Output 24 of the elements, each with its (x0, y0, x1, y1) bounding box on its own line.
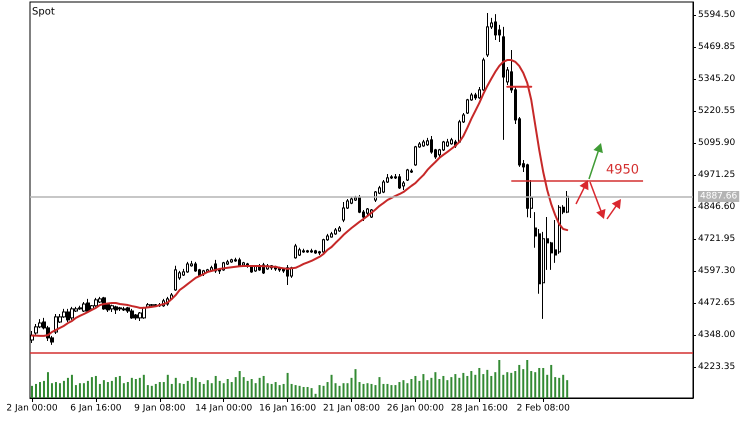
x-tick-label: 9 Jan 08:00 (134, 404, 186, 414)
ref-line-label: 4887.66 (700, 191, 738, 202)
y-tick-label: 4597.30 (698, 266, 736, 276)
y-tick-label: 4472.65 (698, 298, 736, 308)
y-tick-label: 5095.90 (698, 138, 736, 148)
x-tick-label: 26 Jan 00:00 (386, 404, 444, 414)
y-tick-label: 4971.25 (698, 170, 736, 180)
y-tick-label: 4348.00 (698, 330, 736, 340)
chart-title: Spot (32, 6, 55, 18)
x-tick-label: 2 Jan 00:00 (6, 404, 58, 414)
y-tick-label: 4223.35 (698, 362, 736, 372)
x-tick-label: 6 Jan 16:00 (70, 404, 122, 414)
x-tick-label: 28 Jan 16:00 (450, 404, 508, 414)
x-tick-label: 16 Jan 16:00 (259, 404, 316, 414)
ref-line-label: 4950 (606, 162, 640, 178)
y-tick-label: 5594.50 (698, 10, 736, 20)
x-tick-label: 2 Feb 08:00 (516, 404, 570, 414)
x-tick-label: 14 Jan 00:00 (195, 404, 252, 414)
y-tick-label: 4721.95 (698, 234, 736, 244)
y-tick-label: 4846.60 (698, 202, 736, 212)
y-tick-label: 5345.20 (698, 74, 736, 84)
y-tick-label: 5469.85 (698, 42, 736, 52)
y-tick-label: 5220.55 (698, 106, 736, 116)
x-tick-label: 21 Jan 08:00 (323, 404, 380, 414)
